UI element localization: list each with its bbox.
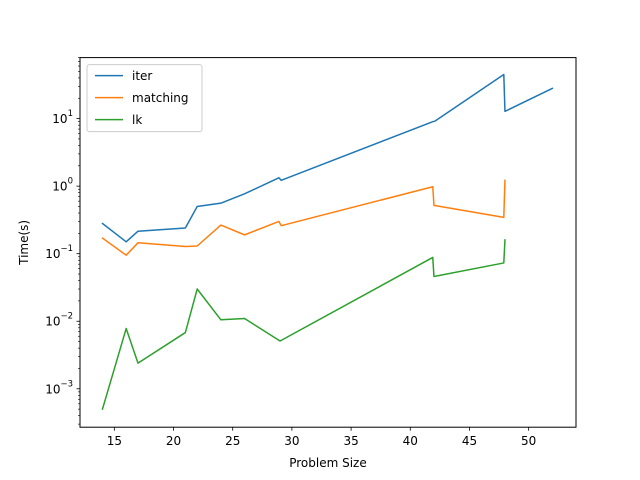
y-tick-label: 101 bbox=[52, 109, 73, 126]
x-tick-label: 15 bbox=[107, 434, 122, 448]
y-axis-title: Time(s) bbox=[17, 220, 31, 266]
y-tick-label: 10−3 bbox=[45, 379, 73, 396]
x-axis-ticks: 15 20 25 30 35 40 45 50 bbox=[107, 427, 536, 448]
x-tick-label: 35 bbox=[343, 434, 358, 448]
legend-label-matching: matching bbox=[132, 91, 189, 105]
x-tick-label: 40 bbox=[403, 434, 418, 448]
series-line-matching bbox=[101, 179, 506, 256]
series-line-lk bbox=[101, 239, 506, 411]
legend-label-iter: iter bbox=[132, 69, 152, 83]
x-tick-label: 45 bbox=[462, 434, 477, 448]
x-tick-label: 50 bbox=[521, 434, 536, 448]
x-tick-label: 25 bbox=[225, 434, 240, 448]
plot-frame bbox=[79, 57, 577, 428]
legend-box bbox=[86, 64, 203, 133]
y-tick-label: 10−1 bbox=[45, 244, 73, 261]
x-tick-label: 30 bbox=[284, 434, 299, 448]
series-line-iter bbox=[101, 73, 554, 243]
plot-lines bbox=[101, 73, 554, 411]
legend-label-lk: lk bbox=[132, 113, 142, 127]
x-tick-label: 20 bbox=[166, 434, 181, 448]
y-axis-ticks: 10−3 10−2 10−1 100 101 bbox=[45, 57, 80, 425]
y-tick-label: 10−2 bbox=[45, 312, 73, 329]
y-tick-label: 100 bbox=[52, 177, 73, 194]
legend: iter matching lk bbox=[86, 64, 203, 133]
x-axis-title: Problem Size bbox=[289, 456, 367, 470]
